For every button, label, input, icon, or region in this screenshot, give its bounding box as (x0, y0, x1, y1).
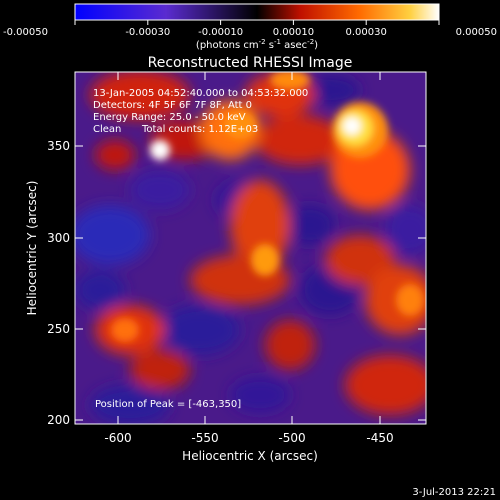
plot-frame (74, 71, 427, 425)
colorbar-gradient (74, 3, 440, 21)
x-tick-label: -450 (366, 431, 393, 445)
y-axis-label: Heliocentric Y (arcsec) (25, 181, 39, 316)
y-tick-label: 350 (47, 139, 70, 153)
energy-range-text: Energy Range: 25.0 - 50.0 keV (93, 112, 246, 123)
rhessi-image (75, 72, 426, 424)
y-tick-label: 300 (47, 231, 70, 245)
x-tick-label: -550 (191, 431, 218, 445)
colorbar-tick-label: 0.00030 (346, 27, 387, 38)
time-range-text: 13-Jan-2005 04:52:40.000 to 04:53:32.000 (93, 88, 308, 99)
plot-title: Reconstructed RHESSI Image (148, 55, 353, 71)
colorbar-tick-label: -0.00030 (125, 27, 170, 38)
colorbar-unit-label: (photons cm-2 s-1 asec-2) (196, 38, 318, 51)
y-tick-label: 200 (47, 413, 70, 427)
colorbar-tick-label: -0.00010 (198, 27, 243, 38)
x-axis-label: Heliocentric X (arcsec) (182, 449, 318, 463)
x-tick-label: -600 (104, 431, 131, 445)
peak-position-text: Position of Peak = [-463,350] (95, 399, 241, 410)
timestamp: 3-Jul-2013 22:21 (412, 487, 496, 498)
method-text: Clean (93, 124, 121, 135)
x-tick-label: -500 (278, 431, 305, 445)
detectors-text: Detectors: 4F 5F 6F 7F 8F, Att 0 (93, 100, 252, 111)
x-axis (117, 72, 381, 424)
y-axis (75, 145, 426, 421)
colorbar-tick-label: -0.00050 (3, 27, 48, 38)
colorbar: -0.00050 -0.00030 -0.00010 0.00010 0.000… (3, 3, 497, 51)
colorbar-ticks (74, 20, 440, 25)
y-tick-label: 250 (47, 322, 70, 336)
colorbar-tick-label: 0.00010 (273, 27, 314, 38)
info-overlay: 13-Jan-2005 04:52:40.000 to 04:53:32.000… (93, 88, 308, 410)
total-counts-text: Total counts: 1.12E+03 (141, 124, 258, 135)
colorbar-tick-label: 0.00050 (456, 27, 497, 38)
